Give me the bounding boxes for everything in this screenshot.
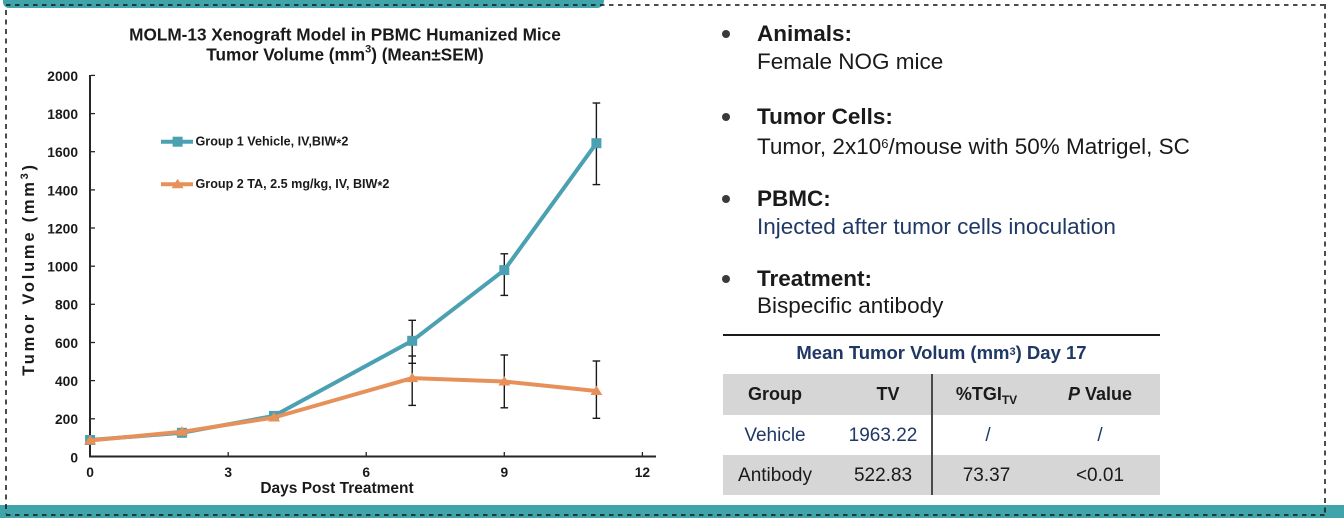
svg-text:1400: 1400: [47, 183, 78, 198]
svg-text:Group 1 Vehicle, IV,BIW*2: Group 1 Vehicle, IV,BIW*2: [196, 135, 349, 151]
svg-text:1200: 1200: [47, 221, 78, 236]
svg-text:12: 12: [635, 465, 651, 480]
svg-text:200: 200: [55, 412, 78, 427]
svg-text:0: 0: [86, 465, 94, 480]
svg-text:400: 400: [55, 374, 78, 389]
svg-text:Days Post Treatment: Days Post Treatment: [260, 480, 413, 497]
svg-text:1000: 1000: [47, 260, 78, 275]
svg-text:1600: 1600: [47, 145, 78, 160]
svg-text:0: 0: [70, 450, 78, 465]
svg-text:2000: 2000: [47, 69, 78, 84]
svg-text:600: 600: [55, 336, 78, 351]
svg-text:6: 6: [362, 465, 370, 480]
svg-text:MOLM-13 Xenograft Model in PBM: MOLM-13 Xenograft Model in PBMC Humanize…: [129, 25, 561, 45]
svg-text:Tumor Volume (mm3): Tumor Volume (mm3): [19, 162, 38, 376]
svg-text:Tumor Volume (mm3) (Mean±SEM): Tumor Volume (mm3) (Mean±SEM): [206, 44, 484, 65]
svg-text:1800: 1800: [47, 107, 78, 122]
svg-text:Group 2 TA, 2.5 mg/kg, IV, BIW: Group 2 TA, 2.5 mg/kg, IV, BIW*2: [196, 177, 390, 193]
svg-text:800: 800: [55, 298, 78, 313]
svg-text:3: 3: [224, 465, 232, 480]
svg-text:9: 9: [500, 465, 508, 480]
